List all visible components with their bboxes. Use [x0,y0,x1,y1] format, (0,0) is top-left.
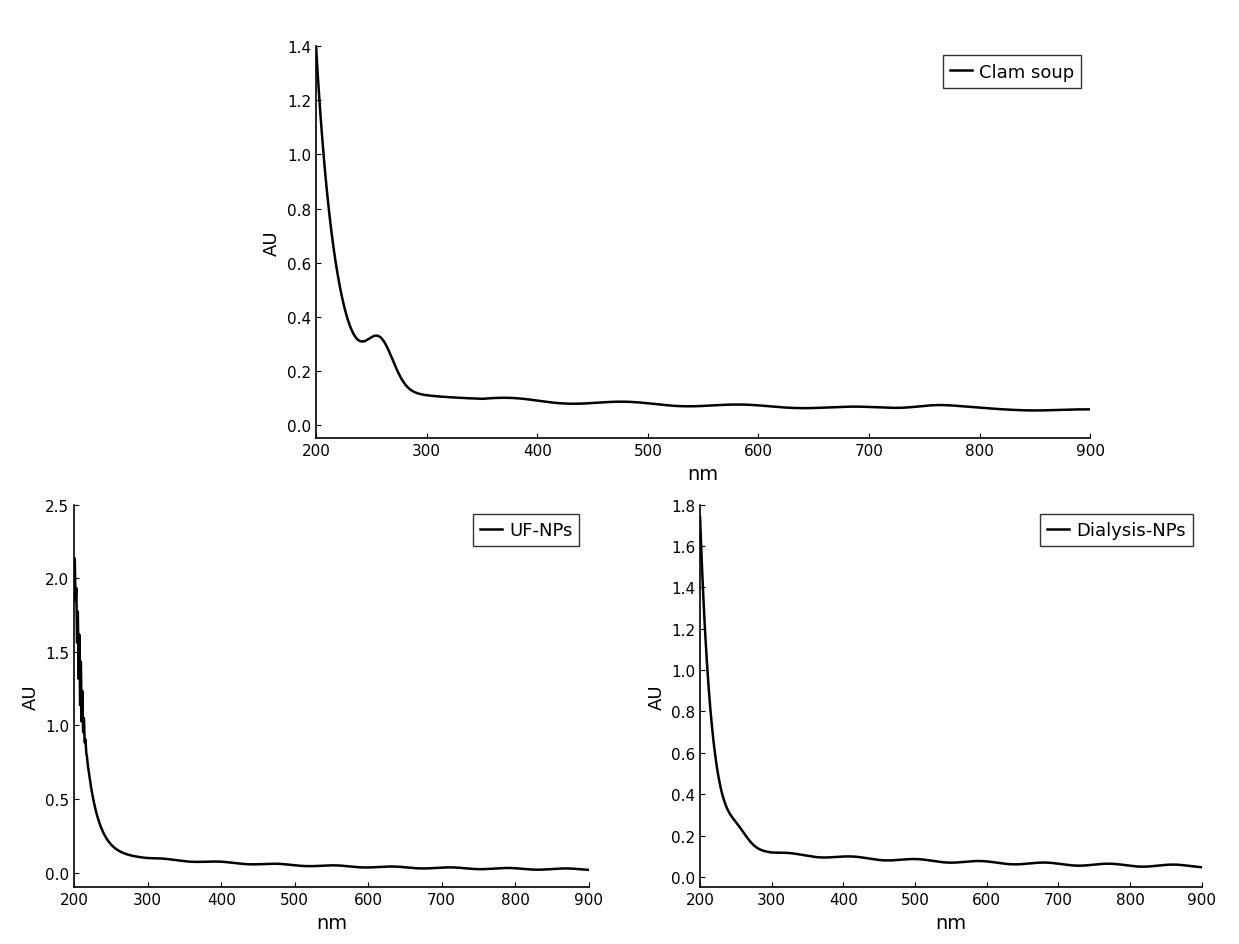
Y-axis label: AU: AU [647,683,665,709]
Y-axis label: AU: AU [22,683,40,709]
Legend: Clam soup: Clam soup [943,57,1082,89]
X-axis label: nm: nm [316,913,347,932]
Legend: UF-NPs: UF-NPs [473,514,580,547]
X-axis label: nm: nm [935,913,966,932]
X-axis label: nm: nm [688,464,719,483]
Legend: Dialysis-NPs: Dialysis-NPs [1040,514,1193,547]
Y-axis label: AU: AU [263,230,281,256]
